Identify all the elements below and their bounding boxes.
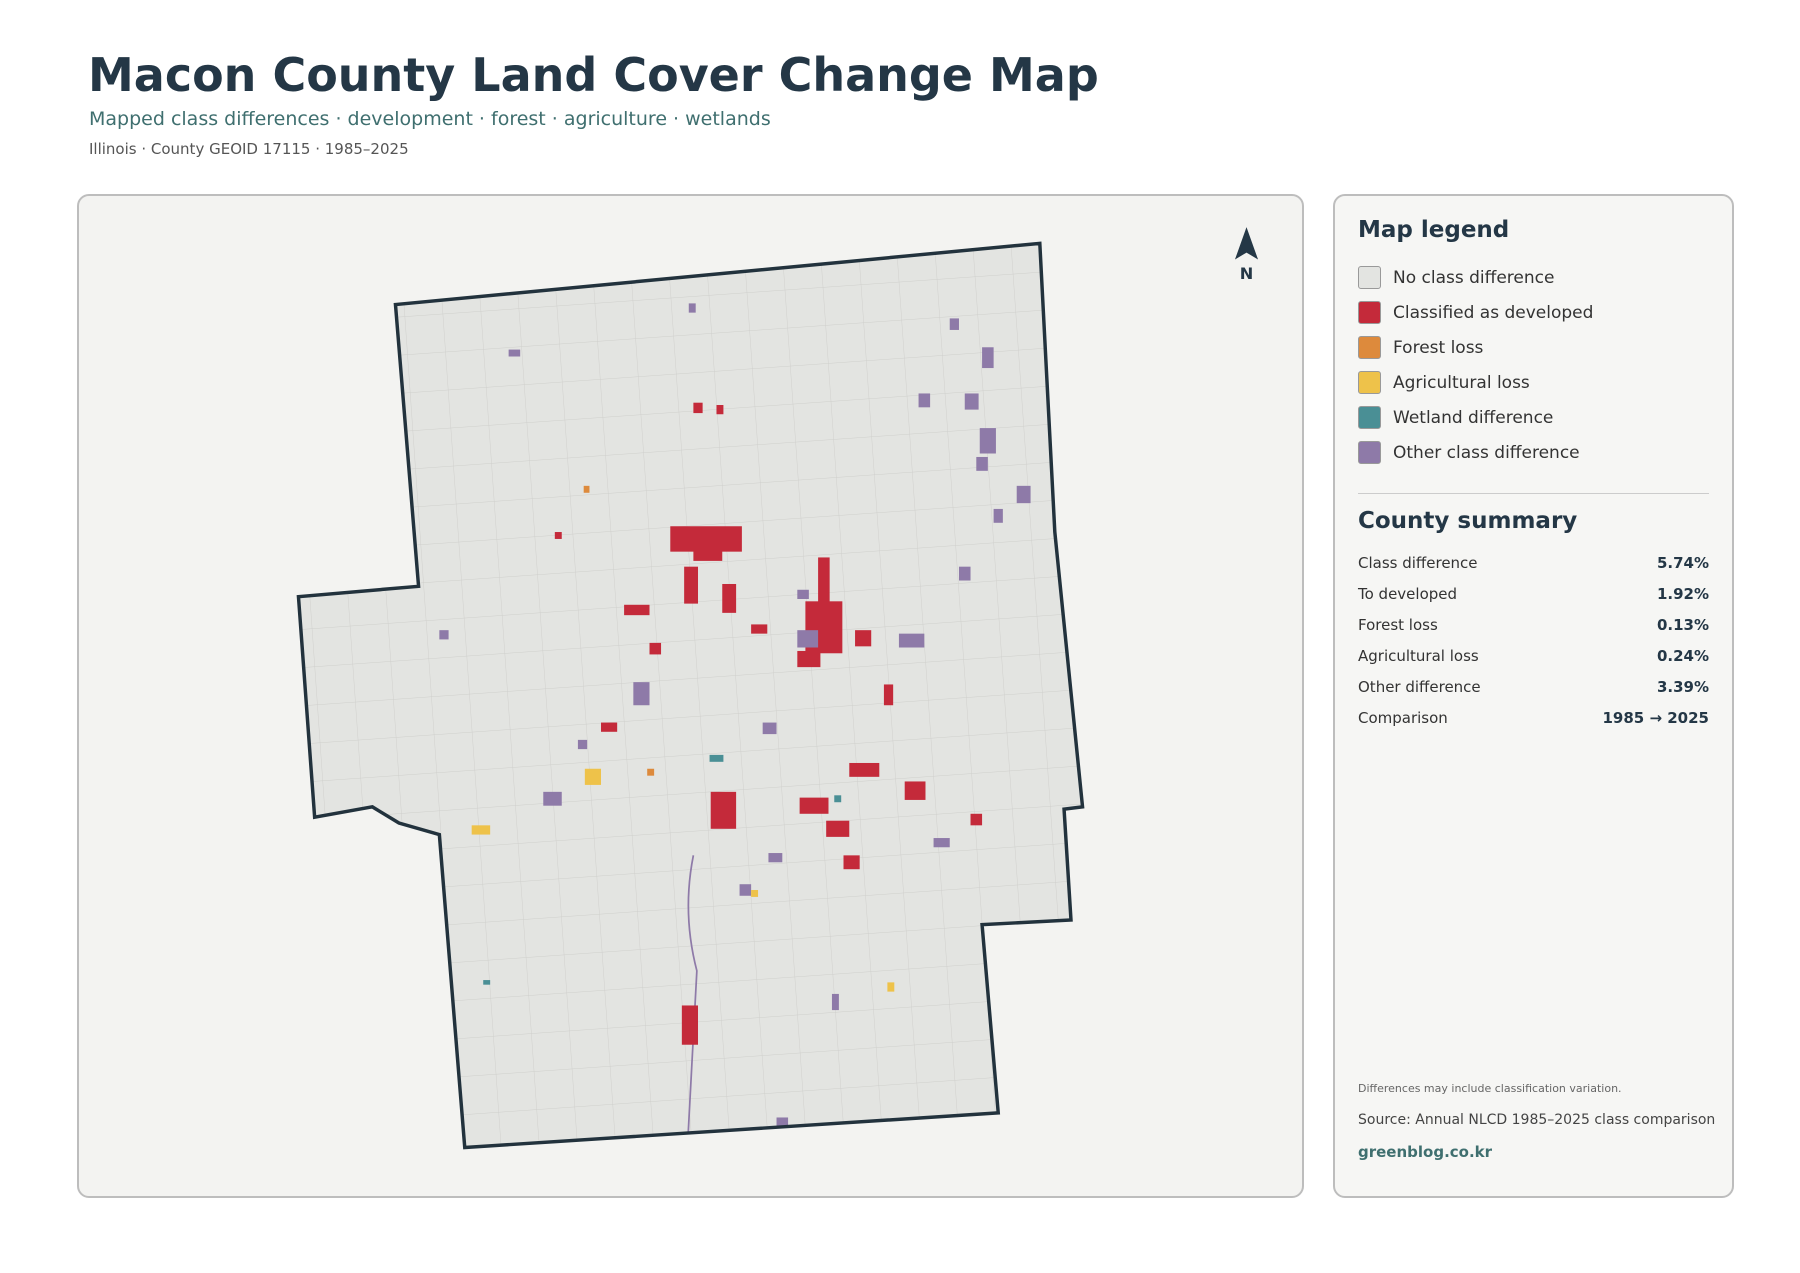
summary-title: County summary bbox=[1358, 508, 1578, 534]
county-outline bbox=[296, 241, 1085, 1150]
summary-value: 0.13% bbox=[1656, 616, 1709, 634]
map-panel: N bbox=[77, 194, 1304, 1198]
summary-value: 1985 → 2025 bbox=[1602, 709, 1709, 727]
legend-label: No class difference bbox=[1393, 267, 1555, 288]
caveat: Differences may include classification v… bbox=[1358, 1082, 1622, 1095]
summary-label: To developed bbox=[1358, 585, 1458, 603]
summary-row: Agricultural loss 0.24% bbox=[1358, 647, 1709, 665]
summary-label: Agricultural loss bbox=[1358, 647, 1479, 665]
north-label: N bbox=[1240, 264, 1254, 283]
site-link: greenblog.co.kr bbox=[1358, 1143, 1493, 1161]
legend-item: Classified as developed bbox=[1358, 300, 1593, 325]
title: Macon County Land Cover Change Map bbox=[88, 48, 1099, 102]
legend-item: Other class difference bbox=[1358, 440, 1580, 465]
summary-value: 3.39% bbox=[1656, 678, 1709, 696]
map: N bbox=[296, 227, 1259, 1150]
source: Source: Annual NLCD 1985–2025 class comp… bbox=[1358, 1112, 1716, 1128]
summary-row: Forest loss 0.13% bbox=[1358, 616, 1709, 634]
summary-value: 1.92% bbox=[1656, 585, 1709, 603]
summary-row: Comparison 1985 → 2025 bbox=[1358, 709, 1709, 727]
summary-row: To developed 1.92% bbox=[1358, 585, 1709, 603]
legend-item: Wetland difference bbox=[1358, 405, 1553, 430]
legend-label: Wetland difference bbox=[1393, 407, 1554, 428]
summary-label: Forest loss bbox=[1358, 616, 1438, 634]
summary-row: Other difference 3.39% bbox=[1358, 678, 1709, 696]
summary-value: 0.24% bbox=[1656, 647, 1709, 665]
north-arrow bbox=[1234, 227, 1259, 260]
divider bbox=[1358, 493, 1709, 494]
legend-item: Agricultural loss bbox=[1358, 370, 1530, 395]
legend-item: Forest loss bbox=[1358, 335, 1483, 360]
side-panel: Map legend No class difference Classifie… bbox=[1333, 194, 1734, 1198]
legend-title: Map legend bbox=[1358, 217, 1510, 243]
legend-item: No class difference bbox=[1358, 265, 1554, 290]
summary-row: Class difference 5.74% bbox=[1358, 554, 1709, 572]
legend-label: Forest loss bbox=[1393, 337, 1484, 358]
legend-label: Classified as developed bbox=[1393, 302, 1594, 323]
summary-value: 5.74% bbox=[1656, 554, 1709, 572]
summary-label: Comparison bbox=[1358, 709, 1448, 727]
legend-label: Agricultural loss bbox=[1393, 372, 1530, 393]
meta: Illinois · County GEOID 17115 · 1985–202… bbox=[89, 140, 409, 158]
summary-label: Other difference bbox=[1358, 678, 1481, 696]
subtitle: Mapped class differences · development ·… bbox=[89, 108, 771, 130]
summary-label: Class difference bbox=[1358, 554, 1478, 572]
change-patches bbox=[298, 243, 1083, 1148]
legend-label: Other class difference bbox=[1393, 442, 1580, 463]
